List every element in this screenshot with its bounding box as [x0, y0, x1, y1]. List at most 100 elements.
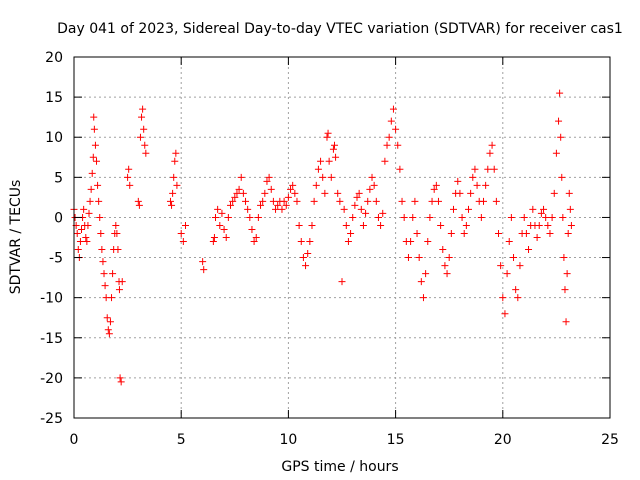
data-point-marker [340, 205, 348, 213]
data-point-marker [542, 213, 550, 221]
data-point-marker [117, 378, 125, 386]
data-point-marker [514, 294, 522, 302]
data-point-marker [250, 238, 258, 246]
y-axis-label: SDTVAR / TECUs [8, 180, 24, 295]
data-point-marker [210, 234, 218, 241]
data-point-marker [297, 238, 305, 246]
data-point-marker [462, 221, 470, 229]
y-tick-label: -15 [40, 331, 63, 347]
data-point-marker [550, 189, 558, 197]
data-point-marker [89, 153, 97, 161]
data-point-marker [330, 141, 338, 149]
data-point-marker [385, 133, 393, 141]
data-point-marker [484, 165, 492, 173]
y-tick-label: 5 [54, 170, 63, 186]
data-point-marker [239, 189, 247, 197]
data-point-marker [237, 173, 245, 181]
data-point-marker [80, 205, 88, 213]
data-point-marker [135, 201, 143, 209]
y-tick-label: 15 [45, 90, 63, 106]
data-point-marker [90, 125, 98, 133]
data-point-marker [126, 181, 134, 189]
data-point-marker [235, 185, 243, 193]
data-point-marker [338, 278, 346, 286]
y-tick-label: -20 [40, 371, 63, 387]
data-point-marker [134, 197, 142, 205]
data-point-marker [98, 246, 106, 254]
data-point-marker [467, 189, 475, 197]
data-point-marker [516, 262, 524, 270]
data-point-marker [342, 221, 350, 229]
data-point-marker [113, 229, 121, 237]
data-point-marker [166, 197, 174, 205]
x-axis-label: GPS time / hours [281, 459, 398, 475]
x-tick-label: 5 [177, 432, 186, 448]
data-point-marker [314, 165, 322, 173]
data-point-marker [449, 205, 457, 213]
data-point-marker [415, 254, 423, 262]
data-point-marker [441, 262, 449, 270]
data-point-marker [486, 149, 494, 157]
data-point-marker [492, 197, 500, 205]
data-point-marker [567, 221, 575, 229]
data-point-marker [430, 185, 438, 193]
data-point-marker [274, 201, 282, 209]
data-point-marker [78, 225, 86, 233]
data-point-marker [512, 286, 520, 294]
data-point-marker [248, 225, 256, 233]
data-point-marker [216, 221, 224, 229]
data-point-marker [525, 246, 533, 254]
data-point-marker [278, 205, 286, 213]
data-point-marker [411, 197, 419, 205]
data-point-marker [555, 117, 563, 125]
x-tick-label: 25 [601, 432, 619, 448]
data-point-marker [229, 197, 237, 205]
data-point-marker [560, 254, 568, 262]
data-point-marker [413, 229, 421, 237]
data-point-marker [501, 310, 509, 318]
data-point-marker [497, 262, 505, 270]
data-point-marker [332, 153, 340, 161]
data-point-marker [359, 221, 367, 229]
data-point-marker [209, 238, 217, 246]
data-point-marker [323, 133, 331, 141]
data-point-marker [308, 221, 316, 229]
data-point-marker [263, 177, 271, 185]
data-point-marker [336, 197, 344, 205]
data-point-marker [394, 141, 402, 149]
data-point-marker [172, 149, 180, 157]
data-point-marker [480, 197, 488, 205]
data-point-marker [327, 173, 335, 181]
data-point-marker [400, 213, 408, 221]
data-point-marker [227, 201, 235, 209]
y-tick-label: 20 [45, 50, 63, 66]
data-point-marker [387, 117, 395, 125]
data-point-marker [561, 286, 569, 294]
y-axis-ticks: 20 15 10 5 0 -5 -10 -15 -20 -25 [40, 50, 610, 427]
data-point-marker [169, 189, 177, 197]
data-point-marker [372, 197, 380, 205]
data-point-marker [73, 229, 81, 237]
data-point-marker [422, 270, 430, 278]
data-point-marker [357, 205, 365, 213]
data-point-marker [90, 113, 98, 121]
data-point-marker [306, 238, 314, 246]
data-point-marker [138, 113, 146, 121]
data-point-marker [432, 181, 440, 189]
data-point-marker [364, 197, 372, 205]
data-point-marker [95, 197, 103, 205]
data-point-marker [82, 234, 90, 241]
data-point-marker [563, 270, 571, 278]
data-point-marker [287, 185, 295, 193]
data-point-marker [396, 165, 404, 173]
data-point-marker [392, 125, 400, 133]
data-point-marker [417, 278, 425, 286]
data-point-marker [566, 205, 574, 213]
data-point-marker [295, 221, 303, 229]
data-point-marker [291, 189, 299, 197]
data-point-marker [473, 181, 481, 189]
data-point-marker [454, 177, 462, 185]
data-point-marker [537, 209, 545, 217]
data-point-marker [284, 193, 292, 201]
